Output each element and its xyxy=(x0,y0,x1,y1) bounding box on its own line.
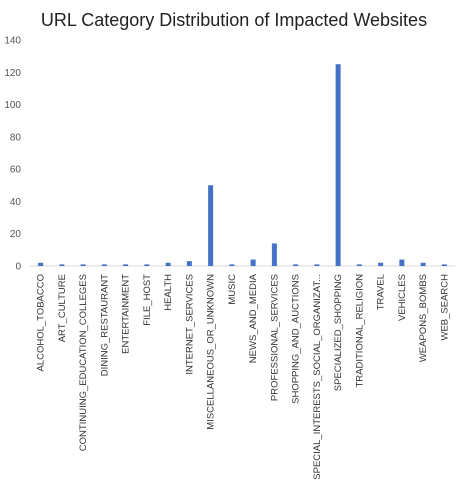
y-tick-label: 120 xyxy=(4,68,21,79)
bar-professional-services xyxy=(271,243,277,266)
chart-title: URL Category Distribution of Impacted We… xyxy=(40,10,428,30)
bar-art-culture xyxy=(59,264,65,266)
bar-file-host xyxy=(144,264,150,266)
y-tick-label: 140 xyxy=(4,36,21,47)
x-tick-label: ENTERTAINMENT xyxy=(121,274,132,354)
y-tick-label: 60 xyxy=(10,165,22,176)
x-tick-label: SHOPPING_AND_AUCTIONS xyxy=(291,274,302,404)
bar-dining-restaurant xyxy=(101,264,107,266)
x-tick-label: TRADITIONAL_RELIGION xyxy=(354,274,365,388)
y-tick-label: 40 xyxy=(10,197,22,208)
bar-continuing-education-colleges xyxy=(80,264,86,266)
y-tick-label: 80 xyxy=(10,132,22,143)
bar-special-interests-social-organizat xyxy=(314,264,320,266)
x-tick-label: MUSIC xyxy=(227,274,238,305)
bar-shopping-and-auctions xyxy=(293,264,299,266)
x-tick-label: SPECIAL_INTERESTS_SOCIAL_ORGANIZAT... xyxy=(312,274,323,480)
bars-group xyxy=(38,64,447,266)
x-tick-label: MISCELLANEOUS_OR_UNKNOWN xyxy=(206,274,217,430)
bar-travel xyxy=(378,262,384,266)
x-tick-labels: ALCOHOL_TOBACCO ART_CULTURE CONTINUING_EDU… xyxy=(36,273,451,479)
bar-news-and-media xyxy=(250,259,256,266)
bar-traditional-religion xyxy=(356,264,362,266)
x-tick-label: WEB_SEARCH xyxy=(439,274,450,341)
x-tick-label: WEAPONS_BOMBS xyxy=(418,274,429,362)
bar-web-search xyxy=(441,264,447,266)
x-tick-label: VEHICLES xyxy=(397,274,408,321)
x-tick-label: HEALTH xyxy=(163,274,174,311)
x-tick-label: DINING_RESTAURANT xyxy=(99,274,110,376)
x-tick-label: ALCOHOL_TOBACCO xyxy=(36,274,47,372)
x-tick-label: PROFESSIONAL_SERVICES xyxy=(269,274,280,401)
bar-weapons-bombs xyxy=(420,262,426,266)
y-tick-label: 0 xyxy=(15,262,21,273)
bar-vehicles xyxy=(399,259,405,266)
x-tick-label: CONTINUING_EDUCATION_COLLEGES xyxy=(78,274,89,451)
axis-group: 0 20 40 60 80 100 120 140 xyxy=(4,36,455,273)
bar-specialized-shopping xyxy=(335,64,341,266)
x-tick-label: INTERNET_SERVICES xyxy=(184,274,195,375)
x-tick-label: ART_CULTURE xyxy=(57,274,68,342)
bar-internet-services xyxy=(186,261,192,266)
x-tick-label: FILE_HOST xyxy=(142,274,153,326)
bar-entertainment xyxy=(123,264,129,266)
y-tick-label: 100 xyxy=(4,100,21,111)
x-tick-label: TRAVEL xyxy=(376,274,387,310)
bar-health xyxy=(165,262,171,266)
bar-miscellaneous-or-unknown xyxy=(208,185,214,266)
y-tick-label: 20 xyxy=(10,229,22,240)
bar-alcohol-tobacco xyxy=(38,262,44,266)
x-tick-label: SPECIALIZED_SHOPPING xyxy=(333,274,344,391)
x-tick-label: NEWS_AND_MEDIA xyxy=(248,273,259,363)
bar-music xyxy=(229,264,235,266)
